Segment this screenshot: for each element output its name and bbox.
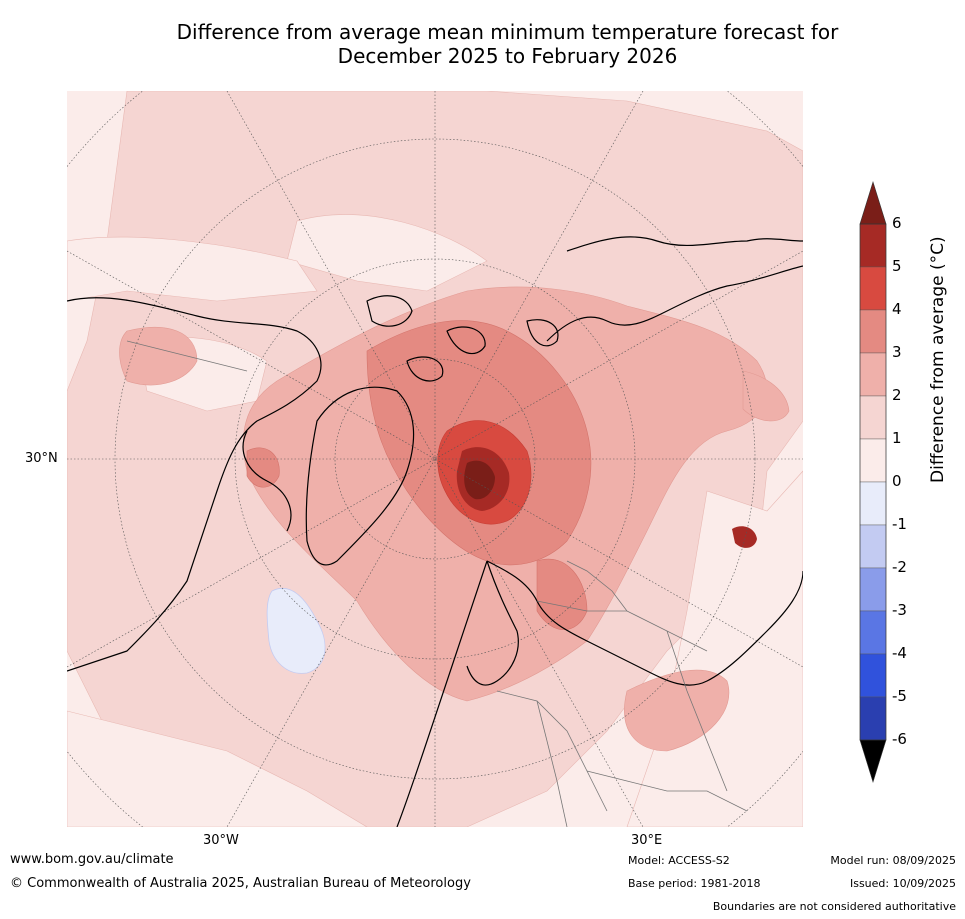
colorbar-tick: -1	[892, 515, 907, 533]
colorbar-tick: 0	[892, 472, 902, 490]
footer-base-period: Base period: 1981-2018	[628, 877, 761, 890]
colorbar-tick: 5	[892, 257, 902, 275]
colorbar-band-2_3	[859, 352, 887, 397]
colorbar-bands	[859, 182, 887, 782]
lon-label-30w: 30°W	[203, 833, 239, 848]
colorbar-tick: -6	[892, 730, 907, 748]
colorbar-tick: 3	[892, 343, 902, 361]
graticule	[67, 91, 803, 827]
colorbar-tick: -4	[892, 644, 907, 662]
colorbar-band--4_-3	[859, 610, 887, 655]
colorbar-tick: 2	[892, 386, 902, 404]
colorbar-label: Difference from average (°C)	[928, 236, 948, 483]
footer-disclaimer: Boundaries are not considered authoritat…	[712, 900, 956, 913]
footer-model: Model: ACCESS-S2	[628, 854, 730, 867]
colorbar-band-0_1	[859, 438, 887, 483]
colorbar-tick: 6	[892, 214, 902, 232]
colorbar	[859, 180, 887, 784]
footer-copyright: © Commonwealth of Australia 2025, Austra…	[10, 876, 471, 891]
colorbar-band--5_-4	[859, 653, 887, 698]
colorbar-band--1_0	[859, 481, 887, 526]
colorbar-extend-above	[860, 182, 886, 224]
footer-website[interactable]: www.bom.gov.au/climate	[10, 852, 174, 867]
country-borders	[126, 340, 748, 827]
colorbar-extend-below	[860, 740, 886, 782]
colorbar-tick: -3	[892, 601, 907, 619]
footer-issued: Issued: 10/09/2025	[849, 877, 956, 890]
colorbar-band-3_4	[859, 309, 887, 354]
colorbar-band--2_-1	[859, 524, 887, 569]
lat-label-30n: 30°N	[25, 451, 58, 466]
colorbar-tick: 1	[892, 429, 902, 447]
colorbar-band-1_2	[859, 395, 887, 440]
colorbar-band-4_5	[859, 266, 887, 311]
colorbar-band-5_6	[859, 223, 887, 268]
anomaly-map	[67, 91, 803, 827]
colorbar-tick: -5	[892, 687, 907, 705]
map-title: Difference from average mean minimum tem…	[0, 20, 965, 68]
title-line-2: December 2025 to February 2026	[337, 44, 678, 68]
footer-model-run: Model run: 08/09/2025	[830, 854, 956, 867]
colorbar-tick: 4	[892, 300, 902, 318]
cool-anomaly-region	[266, 588, 326, 674]
lon-label-30e: 30°E	[631, 833, 663, 848]
anomaly-above-6-regions	[464, 460, 495, 500]
colorbar-band--3_-2	[859, 567, 887, 612]
colorbar-tick: -2	[892, 558, 907, 576]
title-line-1: Difference from average mean minimum tem…	[176, 20, 839, 44]
colorbar-outline	[859, 180, 887, 784]
colorbar-band--6_-5	[859, 696, 887, 741]
